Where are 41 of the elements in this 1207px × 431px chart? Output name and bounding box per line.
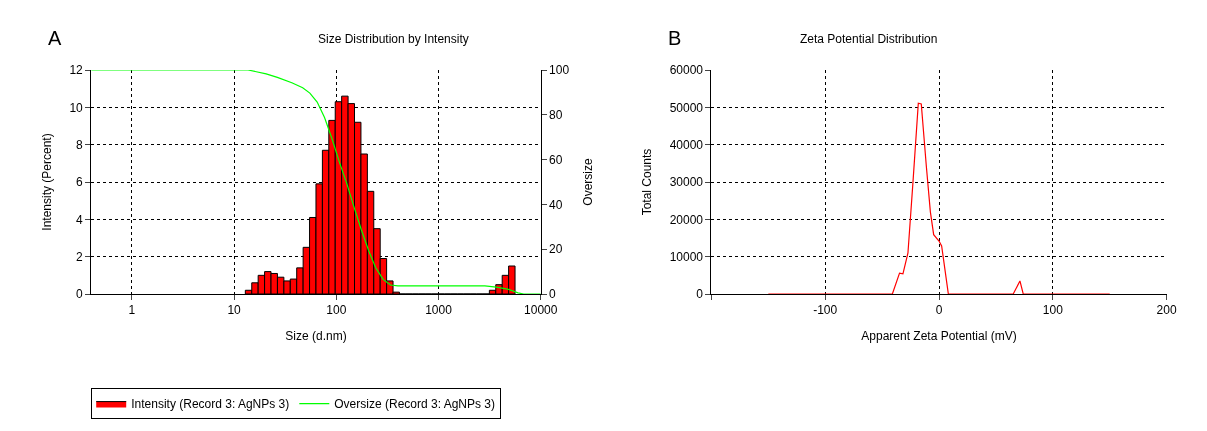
x-tick-label: 200 [1156,303,1177,318]
x-tick-label: 1 [128,303,136,318]
y-axis-title: Total Counts [639,148,654,216]
y-tick-label: 0 [76,287,84,302]
y-tick-label: 30000 [669,175,704,190]
x-tick-label: 1000 [425,303,453,318]
y2-tick-label: 80 [549,108,563,122]
y-tick-label: 10 [69,100,84,115]
y2-tick-label: 100 [549,63,570,78]
legend-label: Oversize (Record 3: AgNPs 3) [334,397,496,412]
text: A [48,27,62,49]
y2-tick-label: 60 [549,152,563,167]
x-axis-title: Apparent Zeta Potential (mV) [861,329,1017,344]
x-tick-label: 0 [935,303,943,318]
x-axis-title: Size (d.nm) [285,329,347,344]
y-tick-label: 4 [76,212,84,227]
y-tick-label: 6 [76,175,84,190]
x-tick-label: 100 [1042,303,1064,318]
y2-axis-title: Oversize [581,158,596,206]
y-tick-label: 12 [69,63,84,78]
line-series [767,102,1111,294]
y-axis-title: Intensity (Percent) [39,133,54,231]
y2-tick-label: 20 [549,242,563,257]
y-tick-label: 50000 [669,100,704,115]
y-tick-label: 2 [76,249,84,264]
y-tick-label: 20000 [669,212,704,227]
y2-tick-label: 40 [549,197,563,212]
y-tick-label: 10000 [669,249,704,264]
chart-title: Zeta Potential Distribution [800,32,938,46]
chart-title: Size Distribution by Intensity [318,32,469,46]
x-tick-label: -100 [813,303,838,318]
x-tick-label: 10000 [524,303,558,318]
y2-tick-label: 0 [549,287,557,302]
legend-label: Intensity (Record 3: AgNPs 3) [131,397,290,412]
y-tick-label: 60000 [669,63,704,78]
text: B [668,27,682,49]
y-tick-label: 8 [76,137,84,152]
x-tick-label: 10 [227,303,242,318]
x-tick-label: 100 [326,303,347,318]
y-tick-label: 0 [696,287,704,302]
y-tick-label: 40000 [669,137,704,152]
